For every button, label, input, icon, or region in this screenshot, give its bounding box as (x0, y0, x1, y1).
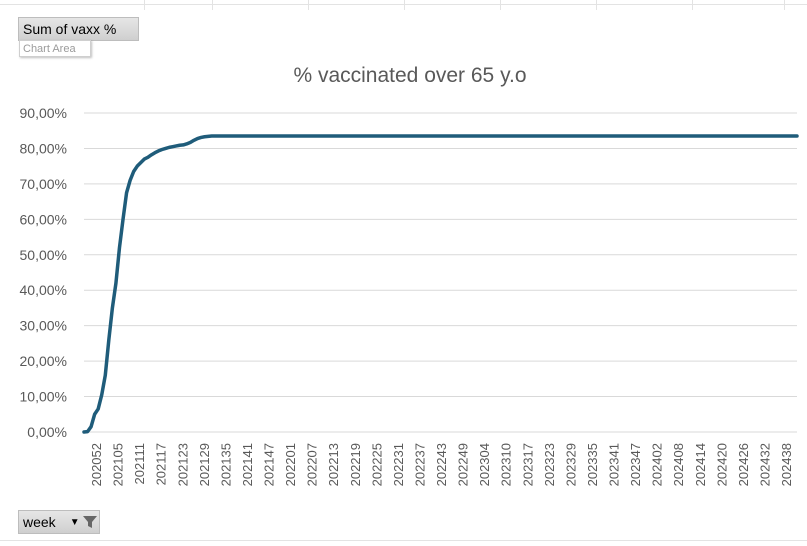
y-tick-label: 30,00% (20, 318, 67, 334)
axis-field-label: week (23, 514, 56, 530)
x-tick-label: 202105 (111, 443, 126, 486)
chart-title: % vaccinated over 65 y.o (293, 64, 526, 87)
x-tick-label: 202402 (650, 443, 665, 486)
y-tick-label: 70,00% (20, 176, 67, 192)
x-tick-label: 202341 (607, 443, 622, 486)
x-tick-label: 202432 (757, 443, 772, 486)
y-tick-label: 90,00% (20, 105, 67, 121)
x-tick-label: 202141 (240, 443, 255, 486)
x-tick-label: 202201 (283, 443, 298, 486)
y-tick-label: 60,00% (20, 211, 67, 227)
x-tick-label: 202123 (175, 443, 190, 486)
x-tick-label: 202249 (456, 443, 471, 486)
x-tick-label: 202243 (434, 443, 449, 486)
x-tick-label: 202438 (779, 443, 794, 486)
x-tick-label: 202237 (412, 443, 427, 486)
x-tick-label: 202231 (391, 443, 406, 486)
chart-area-tooltip: Chart Area (19, 40, 91, 57)
y-tick-label: 40,00% (20, 282, 67, 298)
x-tick-label: 202225 (369, 443, 384, 486)
x-tick-label: 202219 (348, 443, 363, 486)
y-tick-label: 0,00% (27, 424, 67, 440)
x-tick-label: 202304 (477, 443, 492, 486)
x-tick-label: 202111 (132, 443, 147, 484)
x-tick-label: 202052 (89, 443, 104, 486)
x-tick-label: 202310 (499, 443, 514, 486)
x-tick-label: 202135 (218, 443, 233, 486)
x-tick-label: 202347 (628, 443, 643, 486)
series-line[interactable] (82, 134, 799, 434)
x-tick-label: 202147 (262, 443, 277, 486)
week-axis-field-button[interactable]: week ▼ (18, 510, 100, 534)
x-tick-label: 202408 (671, 443, 686, 486)
y-tick-label: 50,00% (20, 247, 67, 263)
x-tick-label: 202426 (736, 443, 751, 486)
sum-of-vaxx-field-button[interactable]: Sum of vaxx % (18, 17, 139, 41)
x-tick-label: 202335 (585, 443, 600, 486)
x-tick-label: 202420 (714, 443, 729, 486)
x-tick-label: 202129 (197, 443, 212, 486)
filter-icon (82, 516, 97, 528)
x-tick-label: 202213 (326, 443, 341, 486)
x-tick-label: 202329 (563, 443, 578, 486)
values-field-label: Sum of vaxx % (23, 21, 117, 37)
x-tick-label: 202207 (305, 443, 320, 486)
x-tick-label: 202414 (693, 443, 708, 486)
y-tick-label: 80,00% (20, 140, 67, 156)
y-tick-label: 20,00% (20, 353, 67, 369)
x-tick-label: 202317 (520, 443, 535, 486)
x-tick-label: 202117 (154, 443, 169, 485)
x-tick-label: 202323 (542, 443, 557, 486)
dropdown-arrow-icon: ▼ (69, 516, 80, 528)
y-tick-label: 10,00% (20, 389, 67, 405)
